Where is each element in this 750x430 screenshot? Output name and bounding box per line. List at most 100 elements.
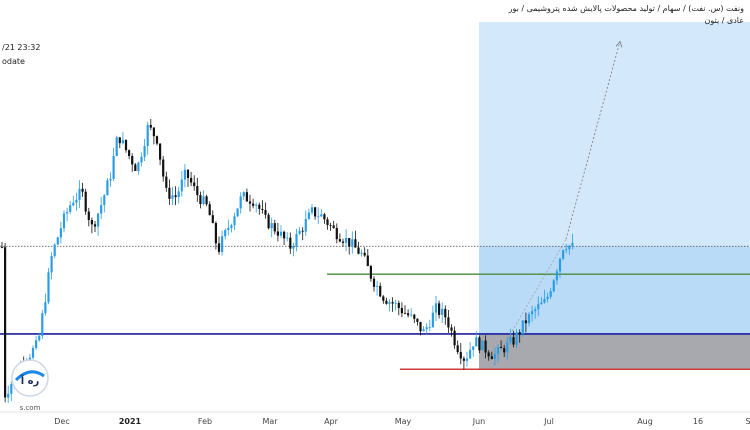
candle-body [345,238,348,243]
projection-arrowhead [615,40,623,48]
candle-body [357,247,360,254]
candle-body [407,313,410,316]
candle-body [143,146,146,157]
candle-body [196,186,199,196]
candle-body [131,155,134,165]
x-tick-label: Aug [637,417,653,426]
x-tick-label: 16 [693,417,703,426]
candle-body [490,356,493,360]
candle-body [506,342,509,353]
candle-body [425,327,428,330]
candle-body [301,230,304,232]
candle-body [366,255,369,267]
candle-body [298,230,301,234]
candle-body [47,272,50,303]
candle-body [0,247,4,248]
candle-body [459,352,462,359]
candle-body [394,302,397,304]
time-axis: Dec 2021 Feb Mar Apr May Jun Jul Aug 16 S [0,411,750,426]
candle-body [478,337,481,351]
candle-body [379,285,382,297]
candle-body [565,249,568,251]
candle-body [323,214,326,220]
candle-body [214,223,217,244]
candle-body [146,124,149,147]
candle-body [267,214,270,229]
candle-body [332,225,335,228]
candle-body [372,278,376,287]
candle-body [329,224,332,226]
candle-body [537,304,540,310]
candle-body [503,348,506,353]
candle-body [348,238,351,247]
candle-body [310,207,314,213]
candle-body [69,205,72,212]
candle-body [422,329,425,332]
candle-body [295,233,298,247]
candle-body [462,358,465,361]
candle-body [326,219,329,225]
candle-body [270,223,273,229]
candle-body [193,182,196,187]
candle-body [112,156,115,179]
candle-body [450,327,453,331]
candle-body [314,207,317,217]
candle-body [441,308,444,315]
candle-body [385,300,388,304]
x-tick-label: Jun [472,417,486,426]
candle-body [53,244,56,257]
candle-body [137,162,140,172]
candle-body [444,308,447,318]
x-tick-label: S [745,417,750,426]
candle-body [391,302,394,304]
candle-body [509,337,512,343]
candle-body [217,243,221,252]
candle-body [115,137,118,157]
candle-body [252,203,255,206]
candle-body [360,252,363,254]
symbol-subtitle: عادی / بتون [704,16,744,25]
candle-body [242,192,245,197]
candle-body [292,246,295,249]
logo-text: ره آ [20,374,40,387]
candle-body [100,205,103,214]
candle-body [180,179,183,192]
candle-body [93,224,97,227]
candle-body [540,302,543,305]
candle-body [276,231,279,236]
profit-zone-upper [479,22,750,247]
candle-body [159,143,162,160]
candle-body [177,191,180,197]
candle-body [481,340,484,351]
candle-body [128,150,131,156]
candle-body [72,202,75,206]
candle-body [258,204,261,209]
candlesticks [0,119,574,403]
candle-body [382,296,385,301]
candle-body [134,164,137,172]
candle-body [245,192,248,202]
candle-body [233,216,236,226]
candle-body [403,313,407,314]
candle-body [338,239,341,242]
candle-body [307,212,310,219]
candle-body [162,159,165,177]
candle-body [428,327,431,328]
candle-body [456,345,459,353]
candle-body [211,215,214,224]
candle-body [35,340,38,348]
watermark-logo: ره آ s.com [8,356,52,412]
candle-body [81,188,84,192]
candle-body [165,176,168,188]
candle-body [388,302,391,304]
candle-body [283,231,286,239]
candle-body [558,258,562,272]
candle-body [208,204,211,216]
candle-body [171,195,174,199]
candle-body [472,346,475,350]
candle-body [103,195,106,206]
candle-body [320,214,323,217]
symbol-title: ونفت (س. نفت) / سهام / تولید محصولات پال… [508,4,744,13]
candle-body [221,236,224,252]
